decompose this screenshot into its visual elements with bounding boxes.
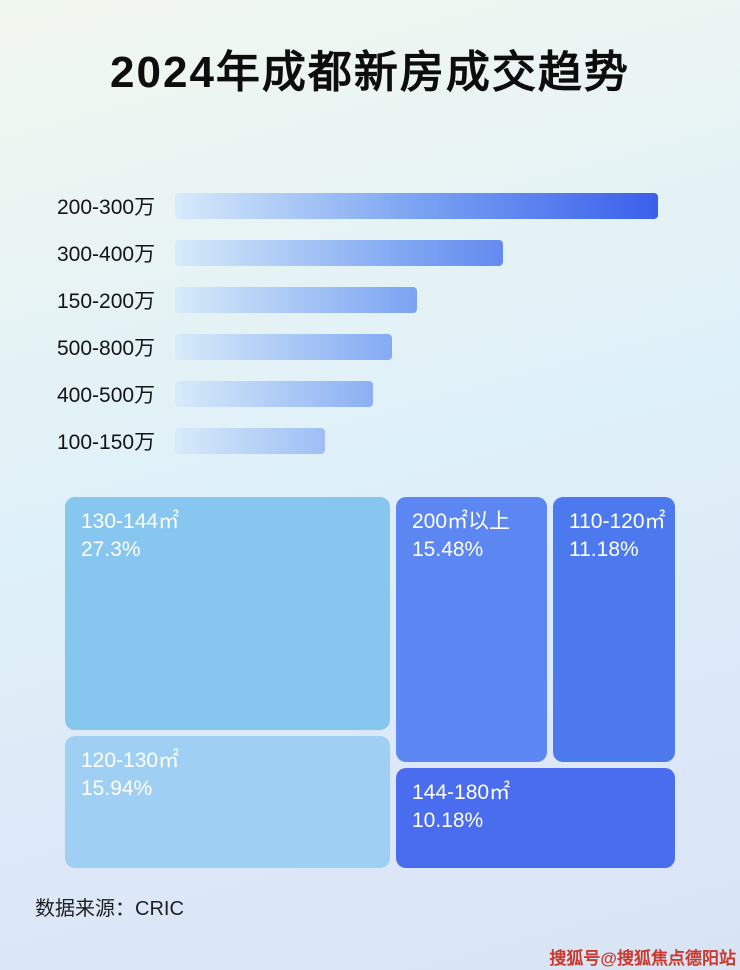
bar-category-label: 400-500万 xyxy=(57,383,156,407)
bar-row: 200-300万 xyxy=(57,182,658,229)
bar-row: 150-200万 xyxy=(57,276,658,323)
treemap: 130-144㎡ 27.3% 120-130㎡ 15.94% 200㎡以上 15… xyxy=(65,497,675,868)
treemap-block-value: 15.48% xyxy=(412,538,484,562)
bar-category-label: 200-300万 xyxy=(57,195,156,219)
watermark: 搜狐号@搜狐焦点德阳站 xyxy=(549,949,736,968)
page-title: 2024年成都新房成交趋势 xyxy=(110,48,630,97)
treemap-block-value: 15.94% xyxy=(81,777,153,801)
treemap-block: 110-120㎡ 11.18% xyxy=(553,497,675,762)
bar-row: 300-400万 xyxy=(57,229,658,276)
treemap-block-value: 10.18% xyxy=(412,809,484,833)
bar-track xyxy=(175,239,658,266)
treemap-block: 144-180㎡ 10.18% xyxy=(396,768,675,868)
treemap-block-label: 200㎡以上 xyxy=(412,510,511,533)
bar xyxy=(175,380,374,407)
bar-row: 500-800万 xyxy=(57,323,658,370)
bar-chart: 200-300万 300-400万 150-200万 500-800万 400-… xyxy=(57,182,658,464)
bar-track xyxy=(175,427,658,454)
treemap-block-value: 27.3% xyxy=(81,538,141,562)
bar-track xyxy=(175,380,658,407)
bar xyxy=(175,427,325,454)
bar-row: 400-500万 xyxy=(57,370,658,417)
bar-track xyxy=(175,192,658,219)
bar-row: 100-150万 xyxy=(57,417,658,464)
bar xyxy=(175,239,504,266)
bar xyxy=(175,333,393,360)
bar xyxy=(175,192,658,219)
treemap-block-label: 120-130㎡ xyxy=(81,749,180,772)
data-source-label: 数据来源：CRIC xyxy=(35,898,184,920)
treemap-block: 130-144㎡ 27.3% xyxy=(65,497,390,730)
bar-category-label: 500-800万 xyxy=(57,336,156,360)
treemap-block: 200㎡以上 15.48% xyxy=(396,497,547,762)
bar-category-label: 100-150万 xyxy=(57,430,156,454)
bar-track xyxy=(175,286,658,313)
bar-category-label: 300-400万 xyxy=(57,242,156,266)
treemap-block-label: 144-180㎡ xyxy=(412,781,511,804)
treemap-block-label: 130-144㎡ xyxy=(81,510,180,533)
treemap-block-label: 110-120㎡ xyxy=(569,510,666,533)
bar-category-label: 150-200万 xyxy=(57,289,156,313)
treemap-block: 120-130㎡ 15.94% xyxy=(65,736,390,868)
bar xyxy=(175,286,417,313)
treemap-block-value: 11.18% xyxy=(569,538,639,562)
bar-track xyxy=(175,333,658,360)
